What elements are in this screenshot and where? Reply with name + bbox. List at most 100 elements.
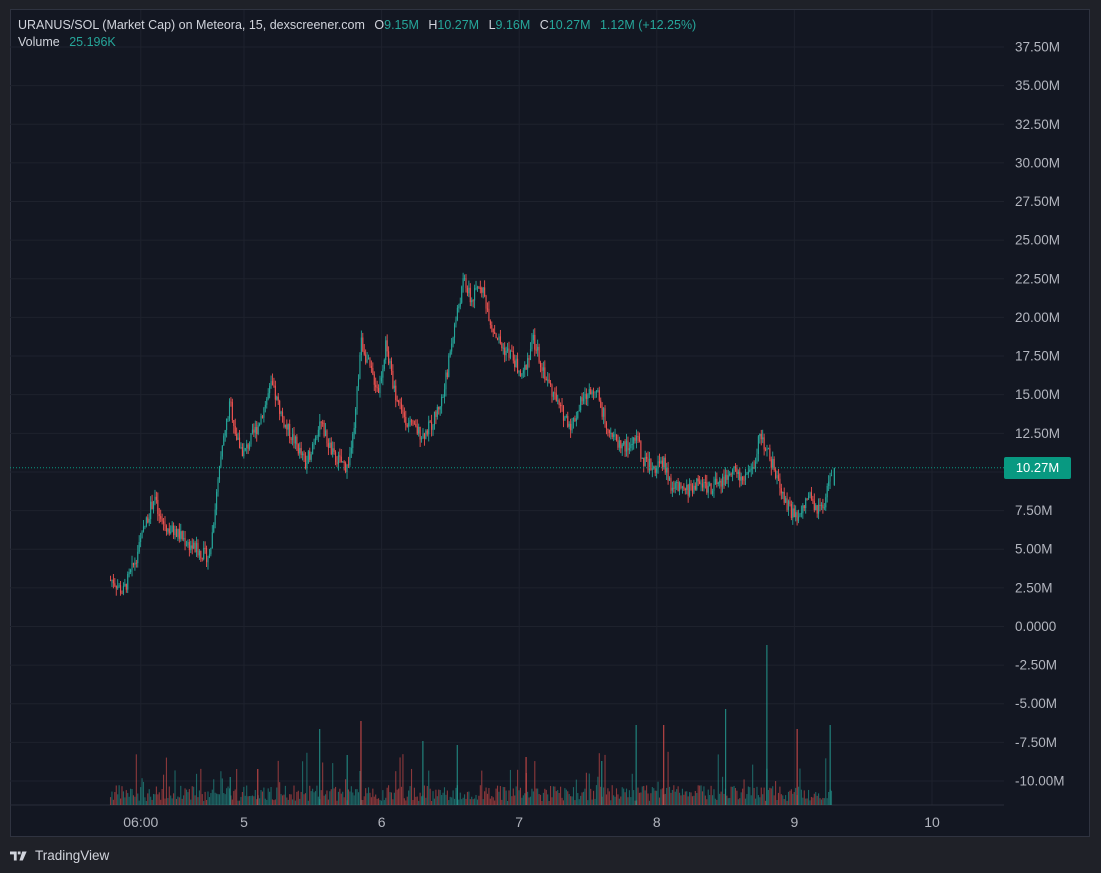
candle-body	[643, 457, 645, 467]
volume-spike-bar	[456, 745, 458, 805]
candle-body	[135, 562, 137, 564]
candle-body	[673, 487, 675, 489]
volume-bar	[234, 789, 236, 805]
volume-bar	[517, 769, 519, 805]
tradingview-brand[interactable]: TradingView	[10, 848, 109, 863]
y-tick-label: 12.50M	[1015, 426, 1060, 441]
volume-spike-bar	[422, 741, 424, 805]
candle-body	[554, 392, 556, 394]
candle-body	[625, 440, 628, 452]
volume-bar	[808, 789, 810, 805]
candle-body	[582, 398, 585, 402]
candle-body	[613, 434, 615, 437]
candle-body	[719, 480, 721, 483]
candle-body	[410, 420, 413, 422]
candle-body	[178, 528, 180, 539]
candle-body	[223, 435, 225, 446]
volume-bar	[468, 791, 470, 805]
candle-body	[720, 480, 722, 487]
volume-bar	[614, 796, 616, 805]
candle-body	[137, 551, 139, 564]
volume-bar	[524, 793, 526, 805]
candle-body	[415, 423, 417, 427]
volume-bar	[714, 798, 716, 805]
y-tick-label: 7.50M	[1015, 503, 1053, 518]
volume-bar	[706, 799, 708, 805]
candle-body	[482, 287, 484, 293]
candle-body	[436, 406, 438, 417]
candle-body	[340, 456, 342, 463]
volume-bar	[644, 790, 646, 805]
candle-body	[560, 405, 562, 407]
volume-bar	[210, 793, 212, 805]
volume-bar	[161, 788, 163, 805]
volume-bar	[392, 799, 394, 805]
volume-bar	[651, 787, 653, 805]
candle-body	[647, 458, 649, 471]
candle-body	[247, 444, 249, 449]
volume-bar	[505, 790, 507, 805]
volume-bar	[309, 785, 311, 805]
volume-bar	[453, 798, 456, 805]
volume-bar	[734, 788, 737, 805]
candle-body	[441, 396, 443, 407]
candle-body	[302, 453, 304, 456]
volume-bar	[677, 786, 679, 805]
volume-bar	[825, 758, 827, 805]
candle-body	[360, 337, 362, 355]
volume-bar	[403, 798, 405, 805]
volume-bar	[625, 788, 628, 805]
price-axis[interactable]: 37.50M 35.00M 32.50M 30.00M 27.50M 25.00M 22.5…	[1015, 40, 1065, 789]
candle-body	[726, 474, 728, 480]
volume-bar	[802, 797, 804, 805]
volume-bar	[544, 788, 546, 805]
candle-body	[501, 343, 503, 348]
candle-body	[382, 368, 384, 378]
candle-body	[733, 466, 735, 470]
candle-body	[240, 447, 242, 449]
volume-bar	[660, 789, 662, 805]
time-axis[interactable]: 06:00 5 6 7 8 9 10	[123, 814, 940, 830]
volume-bar	[418, 800, 420, 805]
volume-bar	[373, 796, 375, 805]
volume-bar	[408, 790, 410, 805]
volume-bar	[640, 792, 642, 805]
candle-body	[266, 398, 268, 405]
volume-bar	[385, 797, 387, 805]
volume-bar	[306, 752, 308, 805]
candle-body	[432, 425, 434, 430]
candle-body	[638, 436, 640, 442]
volume-bar	[762, 794, 764, 805]
candle-body	[631, 443, 633, 445]
candle-body	[696, 478, 698, 490]
volume-bar	[717, 754, 719, 805]
candle-body	[614, 434, 616, 436]
volume-bar	[324, 794, 327, 805]
x-tick-label: 06:00	[123, 814, 158, 830]
candle-body	[356, 386, 358, 410]
volume-bar	[679, 792, 681, 805]
candle-body	[194, 542, 196, 553]
candle-body	[296, 436, 298, 445]
volume-bar	[141, 778, 143, 805]
y-tick-label: -10.00M	[1015, 774, 1065, 789]
candle-body	[646, 456, 648, 459]
volume-bar	[425, 797, 427, 805]
candle-body	[568, 423, 570, 427]
candle-body	[408, 422, 410, 427]
volume-bar	[274, 799, 276, 805]
volume-bar	[292, 799, 294, 805]
candle-body	[163, 521, 165, 524]
volume-bar	[465, 798, 467, 805]
volume-bar	[389, 792, 391, 805]
candle-body	[756, 454, 758, 463]
volume-bar	[730, 786, 732, 805]
candle-body	[694, 485, 696, 490]
y-tick-label: 5.00M	[1015, 542, 1053, 557]
volume-bar	[494, 800, 496, 805]
candle-body	[595, 390, 597, 393]
volume-bar	[294, 800, 296, 805]
volume-bar	[489, 798, 491, 805]
candle-body	[637, 435, 639, 437]
